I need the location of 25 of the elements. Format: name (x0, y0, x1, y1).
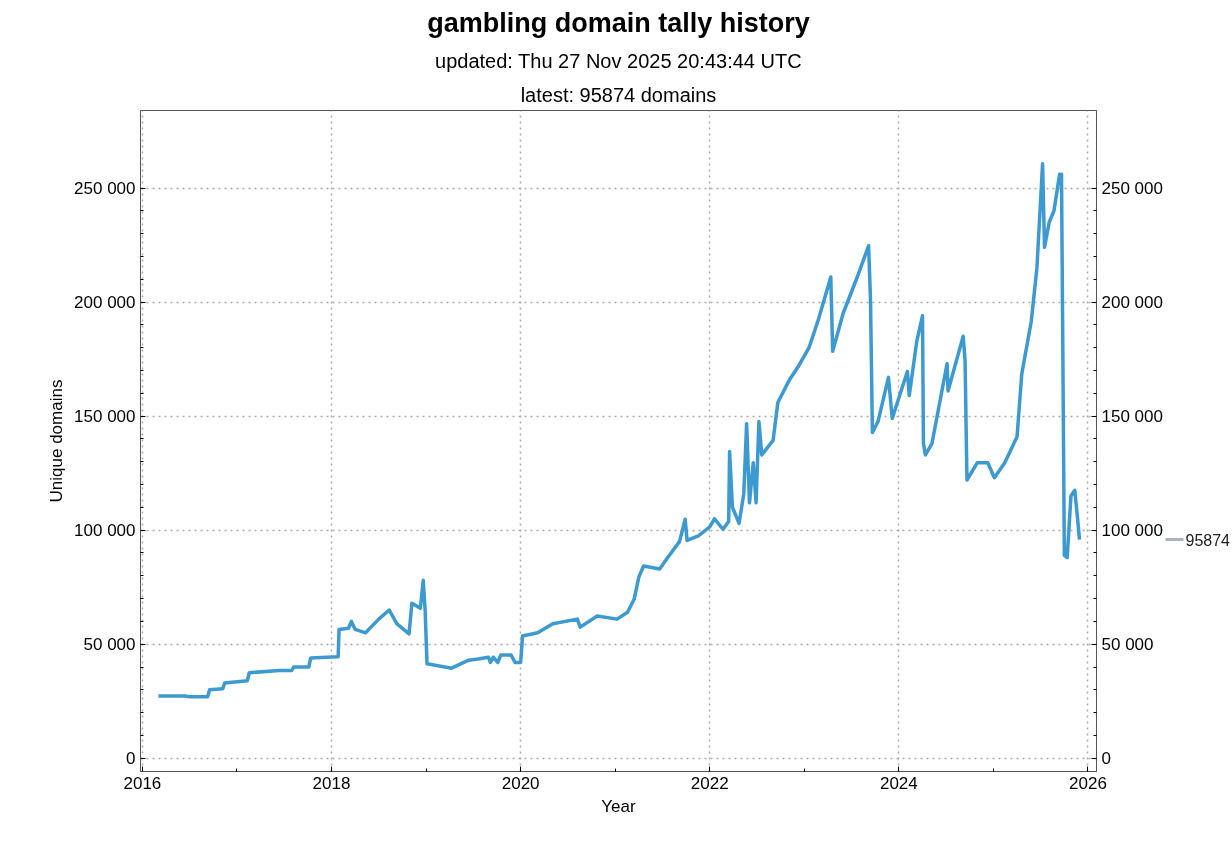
y-tick-label: 0 (126, 748, 136, 768)
y2-tick-label: 250 000 (1101, 178, 1163, 198)
y-axis-title: Unique domains (47, 379, 67, 503)
x-tick-label: 2022 (690, 773, 729, 793)
y2-tick-label: 200 000 (1101, 292, 1163, 312)
x-tick-label: 2016 (123, 773, 162, 793)
x-tick-label: 2020 (501, 773, 540, 793)
y2-tick-label: 150 000 (1101, 406, 1163, 426)
y-tick-label: 100 000 (74, 520, 136, 540)
y-tick-label: 50 000 (83, 634, 136, 654)
y2-tick-label: 0 (1101, 748, 1111, 768)
y-tick-label: 150 000 (74, 406, 136, 426)
x-tick-label: 2024 (879, 773, 918, 793)
chart-subtitle: updated: Thu 27 Nov 2025 20:43:44 UTC (435, 49, 802, 72)
text: latest: 95874 domains (520, 83, 717, 106)
line-series (156, 161, 1082, 699)
ref-line-label: 95874 (1185, 531, 1231, 549)
y2-tick-label: 50 000 (1101, 634, 1154, 654)
chart-title: gambling domain tally history (427, 7, 810, 38)
y-tick-label: 250 000 (74, 178, 136, 198)
y-tick-label: 200 000 (74, 292, 136, 312)
y2-tick-label: 100 000 (1101, 520, 1163, 540)
x-tick-label: 2018 (312, 773, 351, 793)
x-tick-label: 2026 (1069, 773, 1107, 793)
x-axis-title: Year (601, 796, 637, 816)
